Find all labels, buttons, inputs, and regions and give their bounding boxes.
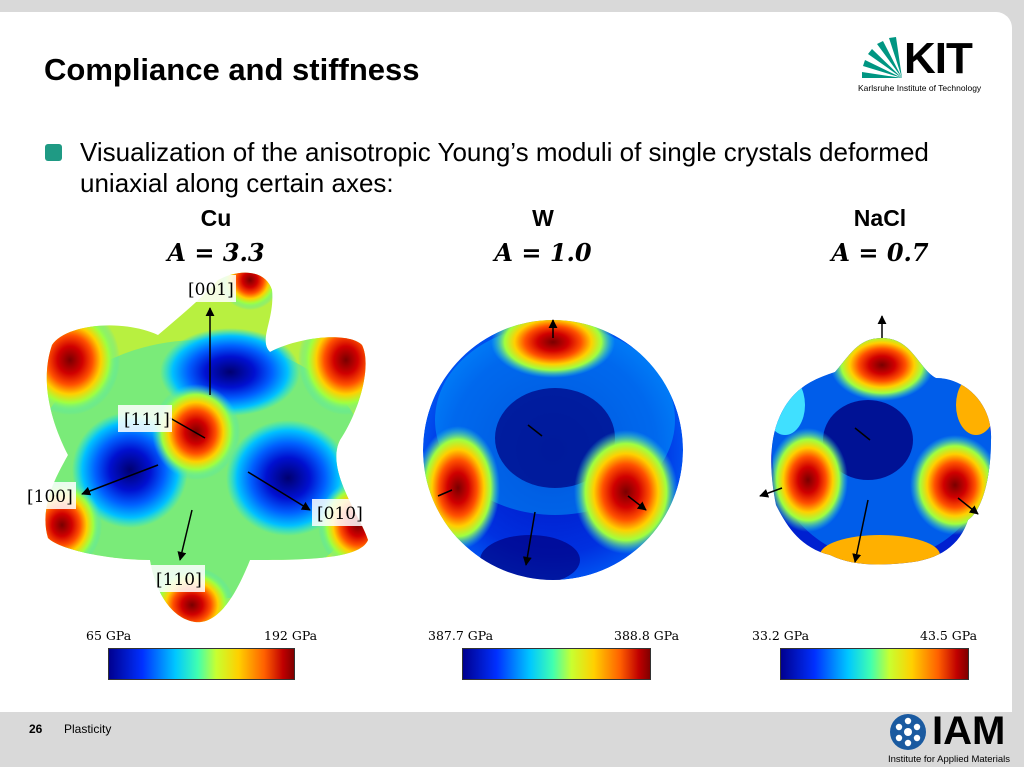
kit-fan-icon	[862, 37, 902, 78]
label-010: [010]	[317, 504, 363, 524]
anisotropy-nacl: A = 0.7	[831, 238, 929, 267]
scale-min-cu: 65 GPa	[86, 628, 132, 643]
scale-min-nacl: 33.2 GPa	[752, 628, 810, 643]
cu-surface	[45, 272, 368, 623]
scale-max-w: 388.8 GPa	[614, 628, 680, 643]
nacl-direction-arrows	[759, 315, 979, 563]
kit-wordmark: KIT	[904, 34, 973, 83]
nacl-surface	[771, 338, 992, 565]
colorbar-w	[462, 648, 651, 680]
material-name-w: W	[532, 205, 554, 231]
bullet-text: Visualization of the anisotropic Young’s…	[80, 137, 929, 198]
label-bg	[312, 499, 366, 526]
bullet-marker	[45, 144, 62, 161]
scale-max-cu: 192 GPa	[264, 628, 318, 643]
anisotropy-w: A = 1.0	[494, 238, 592, 267]
scale-max-nacl: 43.5 GPa	[920, 628, 978, 643]
label-bg	[118, 405, 172, 432]
kit-logo: KIT Karlsruhe Institute of Technology	[858, 34, 988, 96]
iam-wordmark: IAM	[932, 709, 1006, 753]
w-surface	[423, 320, 683, 580]
w-direction-arrows	[437, 319, 647, 566]
iam-hexagon-ball-icon	[890, 714, 926, 750]
material-name-cu: Cu	[200, 205, 232, 231]
label-111: [111]	[124, 410, 170, 430]
iam-logo: IAM Institute for Applied Materials	[888, 709, 1018, 767]
label-bg	[182, 275, 236, 302]
label-100: [100]	[27, 487, 73, 507]
kit-subtitle: Karlsruhe Institute of Technology	[858, 83, 982, 93]
label-001: [001]	[188, 280, 234, 300]
label-bg	[151, 565, 205, 592]
anisotropy-cu: A = 3.3	[167, 238, 265, 267]
cu-direction-arrows	[81, 307, 311, 561]
label-bg	[22, 482, 76, 509]
material-name-nacl: NaCl	[853, 205, 907, 231]
scale-min-w: 387.7 GPa	[428, 628, 494, 643]
label-110: [110]	[156, 570, 202, 590]
page-number: 26	[29, 722, 43, 736]
page-title: Compliance and stiffness	[44, 52, 420, 87]
footer-section: Plasticity	[64, 722, 112, 736]
cu-direction-labels: [001] [111] [100] [010] [110]	[22, 275, 366, 592]
colorbar-cu	[108, 648, 295, 680]
colorbar-nacl	[780, 648, 969, 680]
iam-subtitle: Institute for Applied Materials	[888, 754, 1010, 765]
